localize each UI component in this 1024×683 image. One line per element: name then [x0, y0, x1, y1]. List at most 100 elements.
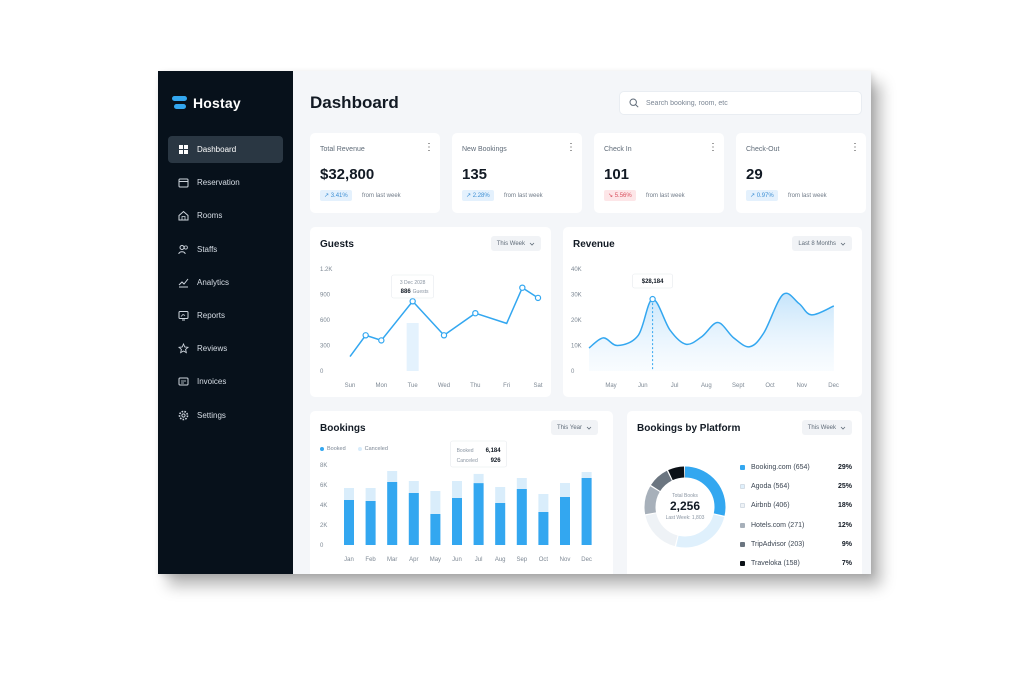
- revenue-period-dropdown[interactable]: Last 8 Months: [792, 236, 852, 251]
- stat-label: Total Revenue: [320, 146, 365, 153]
- sidebar-item-label: Reviews: [197, 344, 228, 354]
- chevron-down-icon: [529, 242, 535, 246]
- bar-booked[interactable]: [452, 498, 462, 545]
- platform-count: (158): [783, 560, 800, 568]
- platform-period-dropdown[interactable]: This Week: [801, 420, 852, 435]
- x-tick-label: Mar: [387, 557, 397, 563]
- sidebar-item-invoices[interactable]: Invoices: [168, 368, 283, 395]
- x-tick-label: Apr: [409, 557, 418, 563]
- bar-booked[interactable]: [365, 501, 376, 545]
- x-tick-label: Oct: [539, 557, 549, 563]
- bar-booked[interactable]: [387, 482, 398, 545]
- revenue-line: [588, 292, 835, 349]
- guests-card: Guests This Week 0 300 600 900 1.2K Sun Mon Tue…: [310, 227, 551, 397]
- x-tick-label: Dec: [828, 383, 839, 389]
- sidebar-item-reports[interactable]: Reports: [168, 302, 283, 329]
- search-input[interactable]: [646, 99, 846, 107]
- more-options-icon[interactable]: ⋮: [566, 142, 576, 153]
- y-tick-label: 900: [320, 293, 331, 299]
- platform-count: (203): [788, 540, 805, 548]
- platform-count: (271): [787, 521, 805, 529]
- sidebar-item-label: Dashboard: [197, 145, 237, 154]
- sidebar-item-label: Rooms: [197, 211, 223, 221]
- bar-booked[interactable]: [516, 489, 527, 545]
- bar-booked[interactable]: [430, 514, 441, 545]
- platform-row: Booking.com (654) 29%: [740, 458, 852, 477]
- data-point[interactable]: [649, 295, 656, 303]
- legend-booked: Booked: [320, 446, 346, 452]
- revenue-area: [589, 293, 834, 371]
- platform-name-count: Airbnb (406): [751, 502, 838, 509]
- donut-slice[interactable]: [644, 466, 726, 548]
- stat-change-value: 3.41%: [330, 193, 348, 199]
- search-bar[interactable]: [619, 91, 862, 115]
- data-point[interactable]: [378, 337, 385, 344]
- users-icon: [178, 244, 189, 255]
- data-point[interactable]: [534, 294, 542, 302]
- bookings-title: Bookings: [320, 423, 366, 434]
- bar-booked[interactable]: [473, 483, 484, 545]
- data-point[interactable]: [519, 284, 526, 291]
- x-tick-label: May: [605, 383, 616, 389]
- bookings-period-dropdown[interactable]: This Year: [550, 420, 598, 435]
- y-tick-label: 0: [320, 543, 324, 549]
- bar-booked[interactable]: [581, 478, 592, 545]
- sidebar-item-reviews[interactable]: Reviews: [168, 335, 283, 362]
- bar-booked[interactable]: [495, 503, 506, 545]
- stat-change-value: 2.28%: [472, 193, 490, 199]
- x-tick-label: Sept: [732, 383, 745, 389]
- sidebar-item-rooms[interactable]: Rooms: [168, 202, 283, 229]
- sidebar-item-settings[interactable]: Settings: [168, 402, 283, 429]
- x-tick-label: Jun: [638, 383, 648, 389]
- donut-slice[interactable]: [644, 466, 726, 548]
- donut-slice[interactable]: [644, 466, 726, 548]
- platform-name-count: Booking.com (654): [751, 464, 838, 471]
- platform-row: Airbnb (406) 18%: [740, 496, 852, 515]
- platform-name-count: TripAdvisor (203): [751, 541, 842, 548]
- legend-swatch: [740, 541, 745, 547]
- sidebar-item-reservation[interactable]: Reservation: [168, 169, 283, 196]
- chevron-down-icon: [840, 426, 846, 430]
- chevron-down-icon: [840, 242, 846, 246]
- bar-booked[interactable]: [344, 500, 354, 545]
- data-point[interactable]: [362, 332, 369, 339]
- stat-value: 29: [746, 166, 763, 183]
- platform-name: Agoda: [751, 483, 772, 491]
- guests-period-dropdown[interactable]: This Week: [490, 236, 541, 251]
- tooltip-booked-value: 6,184: [486, 448, 502, 454]
- sidebar-item-staffs[interactable]: Staffs: [168, 236, 283, 263]
- more-options-icon[interactable]: ⋮: [424, 142, 434, 153]
- platform-count: (564): [773, 483, 790, 491]
- platform-title: Bookings by Platform: [637, 423, 741, 434]
- bar-booked[interactable]: [538, 512, 549, 545]
- data-point[interactable]: [440, 332, 448, 339]
- x-tick-label: Sun: [345, 383, 356, 389]
- revenue-title: Revenue: [573, 239, 615, 250]
- highlight-band: [406, 323, 419, 371]
- app-name: Hostay: [193, 95, 241, 111]
- x-tick-label: Nov: [796, 383, 807, 389]
- more-options-icon[interactable]: ⋮: [708, 142, 718, 153]
- bar-booked[interactable]: [408, 493, 419, 545]
- sidebar-item-label: Reservation: [197, 178, 240, 188]
- legend-swatch: [740, 484, 745, 490]
- data-point[interactable]: [472, 309, 479, 317]
- stat-change-badge: ↘ 5.56%: [604, 190, 636, 201]
- data-point[interactable]: [409, 298, 416, 305]
- y-tick-label: 600: [320, 318, 331, 324]
- x-tick-label: Feb: [365, 557, 376, 563]
- sidebar-item-analytics[interactable]: Analytics: [168, 269, 283, 296]
- platform-percent: 12%: [837, 521, 852, 529]
- bar-booked[interactable]: [560, 497, 570, 545]
- sidebar-item-dashboard[interactable]: Dashboard: [168, 136, 283, 163]
- trend-up-icon: ↗: [324, 193, 331, 199]
- y-tick-label: 300: [320, 344, 331, 350]
- x-tick-label: Aug: [701, 383, 712, 389]
- logo-icon: [172, 96, 187, 110]
- app-logo[interactable]: Hostay: [172, 95, 241, 111]
- x-tick-label: Oct: [765, 383, 775, 389]
- more-options-icon[interactable]: ⋮: [850, 142, 860, 153]
- sidebar-item-label: Invoices: [197, 377, 227, 387]
- y-tick-label: 4K: [320, 503, 327, 509]
- tooltip-canceled-value: 926: [491, 458, 502, 464]
